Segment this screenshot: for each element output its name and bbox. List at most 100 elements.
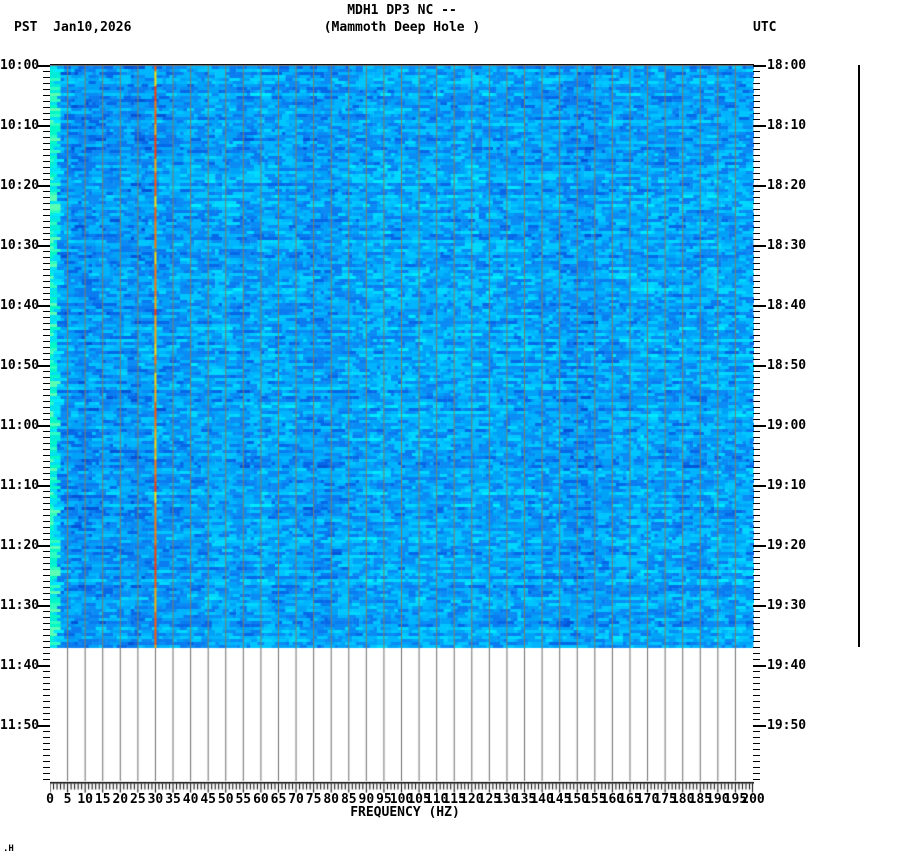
- freq-tick-label: 80: [323, 792, 340, 807]
- left-minute-tick: [43, 551, 50, 552]
- right-minute-tick: [753, 179, 760, 180]
- left-minute-tick: [43, 149, 50, 150]
- freq-tick-label: 160: [600, 792, 625, 807]
- left-minute-tick: [43, 197, 50, 198]
- right-minute-tick: [753, 341, 760, 342]
- left-time-label: 10:00: [0, 58, 40, 73]
- right-time-label: 19:10: [767, 478, 807, 493]
- left-minute-tick: [43, 239, 50, 240]
- left-minute-tick: [43, 533, 50, 534]
- right-minute-tick: [753, 557, 760, 558]
- freq-tick-label: 70: [288, 792, 304, 807]
- freq-tick-label: 145: [547, 792, 572, 807]
- left-minute-tick: [43, 257, 50, 258]
- right-minute-tick: [753, 659, 760, 660]
- right-time-label: 19:00: [767, 418, 807, 433]
- right-minute-tick: [753, 143, 760, 144]
- left-minute-tick: [43, 371, 50, 372]
- right-minute-tick: [753, 221, 760, 222]
- left-minute-tick: [43, 227, 50, 228]
- right-minute-tick: [753, 569, 760, 570]
- right-minute-tick: [753, 287, 760, 288]
- left-minute-tick: [43, 287, 50, 288]
- right-minute-tick: [753, 767, 760, 768]
- left-minute-tick: [38, 545, 50, 547]
- right-minute-tick: [753, 89, 760, 90]
- right-minute-tick: [753, 761, 760, 762]
- right-time-label: 19:20: [767, 538, 807, 553]
- x-axis-title: FREQUENCY (HZ): [350, 805, 460, 820]
- freq-tick-label: 170: [635, 792, 660, 807]
- left-time-label: 11:40: [0, 658, 40, 673]
- left-minute-tick: [43, 695, 50, 696]
- left-minute-tick: [43, 731, 50, 732]
- freq-tick-label: 165: [618, 792, 642, 807]
- left-minute-tick: [43, 563, 50, 564]
- left-minute-tick: [43, 755, 50, 756]
- left-minute-tick: [43, 335, 50, 336]
- right-minute-tick: [753, 521, 760, 522]
- left-minute-tick: [43, 449, 50, 450]
- left-time-label: 10:30: [0, 238, 40, 253]
- right-minute-tick: [753, 329, 760, 330]
- right-minute-tick: [753, 383, 760, 384]
- left-minute-tick: [43, 209, 50, 210]
- right-minute-tick: [753, 731, 760, 732]
- freq-tick-label: 65: [270, 792, 287, 807]
- right-minute-tick: [753, 449, 760, 450]
- left-minute-tick: [38, 605, 50, 607]
- left-minute-tick: [43, 431, 50, 432]
- left-minute-tick: [43, 359, 50, 360]
- left-minute-tick: [38, 305, 50, 307]
- right-minute-tick: [753, 395, 760, 396]
- left-minute-tick: [43, 167, 50, 168]
- freq-tick-label: 5: [63, 792, 72, 807]
- plot-subtitle: (Mammoth Deep Hole ): [323, 20, 481, 35]
- right-minute-tick: [753, 185, 766, 187]
- left-minute-tick: [43, 311, 50, 312]
- left-minute-tick: [43, 407, 50, 408]
- right-minute-tick: [753, 635, 760, 636]
- right-minute-tick: [753, 725, 766, 727]
- left-minute-tick: [43, 773, 50, 774]
- left-minute-tick: [43, 509, 50, 510]
- freq-tick-label: 50: [217, 792, 234, 807]
- right-time-label: 18:20: [767, 178, 807, 193]
- left-minute-tick: [43, 113, 50, 114]
- timezone-date-left: PST Jan10,2026: [14, 20, 131, 35]
- left-minute-tick: [43, 101, 50, 102]
- right-minute-tick: [753, 503, 760, 504]
- left-minute-tick: [43, 767, 50, 768]
- right-minute-tick: [753, 443, 760, 444]
- right-minute-tick: [753, 113, 760, 114]
- left-minute-tick: [38, 365, 50, 367]
- left-minute-tick: [43, 581, 50, 582]
- right-minute-tick: [753, 617, 760, 618]
- right-minute-tick: [753, 353, 760, 354]
- left-minute-tick: [43, 455, 50, 456]
- freq-tick-label: 140: [530, 792, 554, 807]
- left-time-label: 10:20: [0, 178, 40, 193]
- right-time-label: 18:40: [767, 298, 807, 313]
- left-minute-tick: [43, 521, 50, 522]
- right-minute-tick: [753, 305, 766, 307]
- right-minute-tick: [753, 755, 760, 756]
- left-minute-tick: [43, 341, 50, 342]
- left-minute-tick: [43, 383, 50, 384]
- freq-tick-label: 200: [741, 792, 765, 807]
- right-minute-tick: [753, 209, 760, 210]
- freq-tick-label: 125: [477, 792, 502, 807]
- right-minute-tick: [753, 101, 760, 102]
- left-minute-tick: [43, 143, 50, 144]
- right-minute-tick: [753, 233, 760, 234]
- right-minute-tick: [753, 539, 760, 540]
- right-minute-tick: [753, 581, 760, 582]
- left-minute-tick: [43, 701, 50, 702]
- right-minute-tick: [753, 389, 760, 390]
- left-minute-tick: [43, 263, 50, 264]
- left-minute-tick: [43, 569, 50, 570]
- right-time-label: 18:10: [767, 118, 807, 133]
- right-minute-tick: [753, 317, 760, 318]
- right-minute-tick: [753, 95, 760, 96]
- left-minute-tick: [43, 527, 50, 528]
